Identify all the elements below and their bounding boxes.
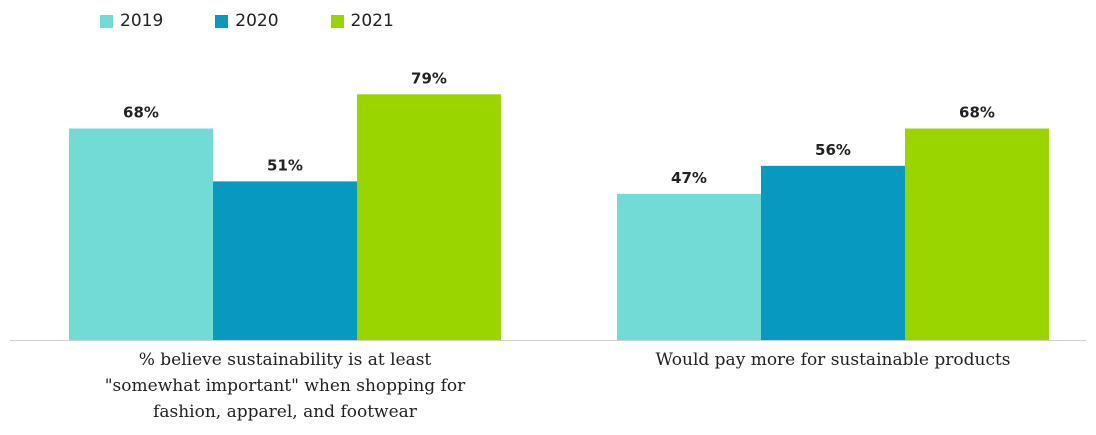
chart-legend: 2019 2020 2021 (100, 8, 446, 34)
data-label-2021-group-2: 68% (959, 104, 995, 122)
bar-2020-group-2 (761, 165, 905, 340)
category-label-1-line-3: fashion, apparel, and footwear (153, 402, 418, 422)
data-label-2020-group-2: 56% (815, 141, 851, 159)
data-label-2021-group-1: 79% (411, 69, 447, 87)
bar-2019-group-2 (617, 193, 761, 340)
legend-label-2020: 2020 (235, 11, 279, 31)
category-label-2-line-1: Would pay more for sustainable products (655, 350, 1010, 370)
legend-item-2020: 2020 (215, 11, 279, 31)
legend-swatch-2019 (100, 14, 113, 28)
data-label-2020-group-1: 51% (267, 156, 303, 174)
data-label-2019-group-1: 68% (123, 104, 159, 122)
legend-label-2019: 2019 (120, 11, 164, 31)
bar-2021-group-1 (357, 94, 501, 340)
legend-swatch-2020 (215, 14, 229, 28)
legend-item-2021: 2021 (330, 11, 394, 31)
bar-2021-group-2 (905, 128, 1049, 340)
legend-item-2019: 2019 (100, 11, 163, 31)
legend-label-2021: 2021 (350, 11, 394, 31)
bar-2019-group-1 (69, 128, 213, 340)
legend-swatch-2021 (330, 14, 344, 28)
category-label-1-line-2: "somewhat important" when shopping for (105, 376, 466, 396)
data-label-2019-group-2: 47% (671, 169, 707, 187)
bar-2020-group-1 (213, 181, 357, 340)
category-label-1-line-1: % believe sustainability is at least (139, 350, 432, 370)
